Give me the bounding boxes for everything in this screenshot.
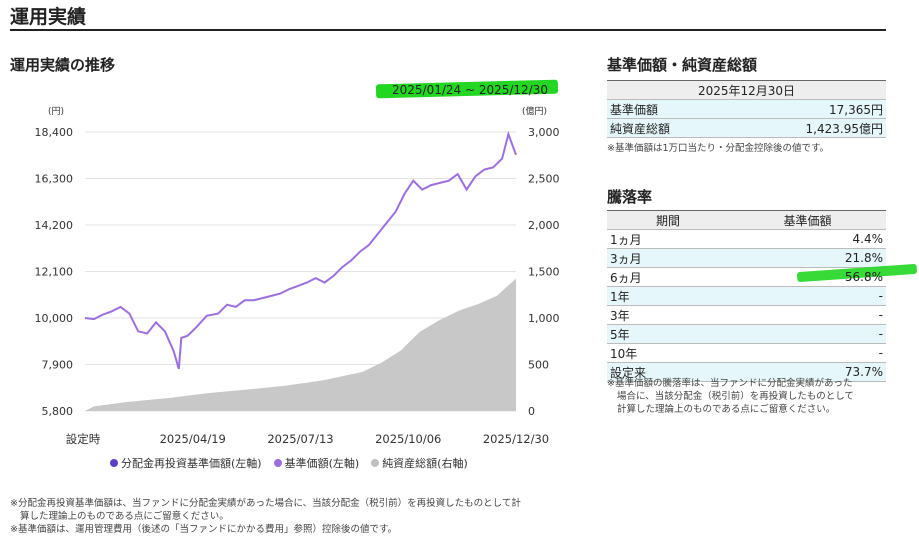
chart-legend: 分配金再投資基準価額(左軸) 基準価額(左軸) 純資産総額(右軸) (110, 455, 468, 471)
net-assets-series (85, 278, 516, 411)
right-axis-ticks: 3,000 2,500 2,000 1,500 1,000 500 0 (528, 126, 560, 418)
x-tick-label: 設定時 (66, 432, 101, 446)
page-title: 運用実績 (10, 6, 87, 28)
left-tick-label: 7,900 (42, 359, 74, 372)
date-range: 2025/01/24 ~ 2025/12/30 (391, 83, 548, 97)
left-tick-label: 5,800 (42, 405, 74, 418)
table-row: 3ヵ月 21.8% (607, 248, 886, 268)
nav-date: 2025年12月30日 (607, 80, 886, 100)
legend-item: 基準価額(左軸) (273, 455, 359, 471)
legend-dot (110, 459, 118, 467)
nav-series (84, 130, 517, 370)
x-tick-label: 2025/10/06 (375, 432, 441, 446)
nav-title: 基準価額・純資産総額 (607, 56, 758, 74)
right-tick-label: 500 (528, 359, 549, 372)
right-tick-label: 0 (528, 405, 535, 418)
left-tick-label: 12,100 (35, 266, 74, 279)
right-tick-label: 1,500 (528, 266, 560, 279)
right-tick-label: 1,000 (528, 312, 560, 325)
net-assets-area (85, 278, 516, 411)
returns-table: 期間 基準価額 1ヵ月 4.4% 3ヵ月 21.8% 6ヵ月 56.8% 1年 - 3年 -… (607, 210, 886, 382)
left-tick-label: 14,200 (35, 219, 74, 232)
table-row: 5年 - (607, 324, 886, 344)
performance-title: 運用実績の推移 (10, 56, 116, 74)
returns-note: ※基準価額の騰落率は、当ファンドに分配金実績があった 場合に、当該分配金（税引前… (607, 378, 854, 415)
nav-note: ※基準価額は1万口当たり・分配金控除後の値です。 (607, 143, 830, 154)
legend-dot (273, 459, 282, 467)
x-axis-ticks: 設定時 2025/04/19 2025/07/13 2025/10/06 2025/12… (66, 432, 549, 446)
legend-item: 純資産総額(右軸) (371, 455, 468, 471)
table-row: 純資産総額 1,423.95億円 (607, 118, 886, 138)
x-tick-label: 2025/07/13 (267, 432, 333, 446)
x-tick-label: 2025/04/19 (160, 432, 226, 446)
left-tick-label: 10,000 (35, 312, 74, 325)
performance-chart: 18,400 16,300 14,200 12,100 10,000 7,900 5,800… (35, 126, 560, 446)
chart-notes: ※分配金再投資基準価額は、当ファンドに分配金実績があった場合に、当該分配金（税引… (10, 498, 521, 535)
table-row: 基準価額 17,365円 (607, 99, 886, 119)
legend-item: 分配金再投資基準価額(左軸) (110, 455, 262, 471)
table-row: 3年 - (607, 306, 886, 325)
left-tick-label: 16,300 (35, 173, 74, 186)
table-row: 6ヵ月 56.8% (607, 268, 886, 287)
legend-dot (371, 459, 380, 467)
x-tick-label: 2025/12/30 (483, 432, 549, 446)
left-tick-label: 18,400 (35, 126, 74, 139)
table-row: 10年 - (607, 344, 886, 363)
table-row: 設定来 73.7% (607, 362, 886, 382)
table-row: 1年 - (607, 286, 886, 306)
nav-lines (84, 130, 517, 370)
left-axis-ticks: 18,400 16,300 14,200 12,100 10,000 7,900 5,800 (35, 126, 74, 418)
table-row: 1ヵ月 4.4% (607, 230, 886, 249)
right-tick-label: 2,000 (528, 219, 560, 232)
right-tick-label: 3,000 (528, 126, 560, 139)
right-axis-unit: (億円) (522, 107, 548, 117)
nav-table: 2025年12月30日 基準価額 17,365円 純資産総額 1,423.95億円 (607, 80, 886, 138)
title-divider (10, 29, 886, 31)
left-axis-unit: (円) (48, 107, 65, 117)
returns-title: 騰落率 (607, 188, 653, 206)
right-tick-label: 2,500 (528, 173, 560, 186)
